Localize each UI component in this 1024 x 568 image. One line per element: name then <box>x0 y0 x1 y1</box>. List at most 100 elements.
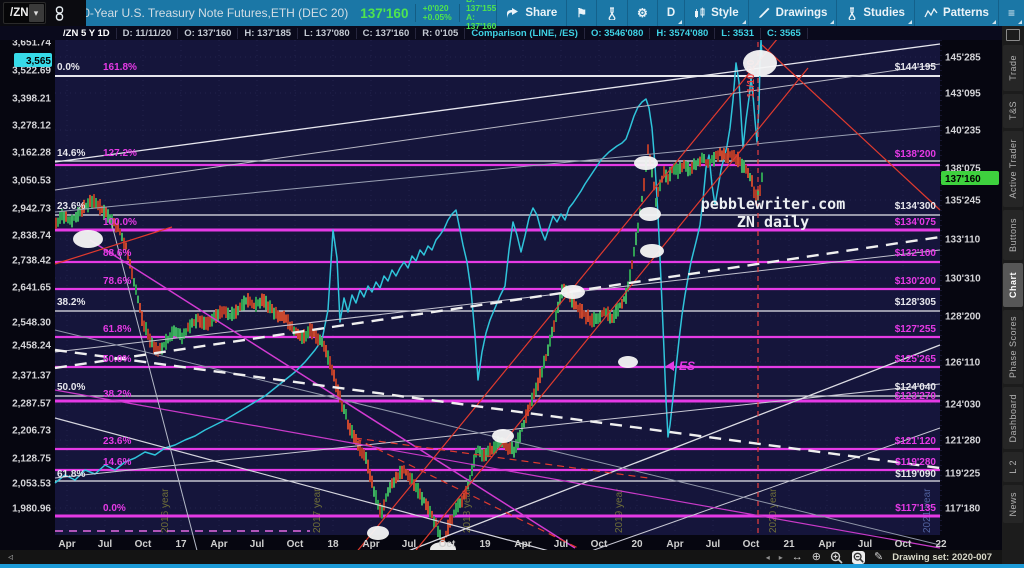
sidebar-tab-trade[interactable]: Trade <box>1003 45 1023 91</box>
price-level-label: $125'265 <box>895 354 937 365</box>
trendline-drawing[interactable] <box>390 344 941 550</box>
ellipse-annotation[interactable] <box>367 526 389 540</box>
style-button[interactable]: Style <box>684 0 748 26</box>
sidebar-tab-news[interactable]: News <box>1003 485 1023 523</box>
sidebar-tab-label: L 2 <box>1008 460 1018 474</box>
left-axis-label: 2,287.57 <box>12 399 51 410</box>
fib-pct-label: 161.8% <box>103 62 137 73</box>
studies-label: Studies <box>863 7 905 19</box>
trendline-drawing[interactable] <box>54 43 941 163</box>
sidebar-tab-active-trader[interactable]: Active Trader <box>1003 131 1023 207</box>
trendline-drawing[interactable] <box>54 63 941 191</box>
x-axis-label: Apr <box>666 539 683 550</box>
chart-canvas[interactable]: 2016 year 2017 year 2018 year 2019 year 2020… <box>0 40 1002 550</box>
price-level-label: $121'120 <box>895 436 937 447</box>
x-axis-label: Oct <box>287 539 304 550</box>
trendline-drawing[interactable] <box>54 235 941 370</box>
sidebar-tab-chart[interactable]: Chart <box>1003 263 1023 307</box>
timeframe-button[interactable]: D <box>656 0 684 26</box>
studies-button[interactable]: Studies <box>836 0 914 26</box>
trendline-drawing[interactable] <box>111 224 200 550</box>
trendline-drawing[interactable] <box>354 437 649 479</box>
beaker-icon <box>608 6 616 20</box>
event-date-label: 11/10/20 <box>746 59 757 98</box>
trendline-drawing[interactable] <box>761 44 941 211</box>
sidebar-tab-label: T&S <box>1008 101 1018 121</box>
fib-pct-label: 61.8% <box>103 324 131 335</box>
pan-icon[interactable]: ↔ <box>791 551 803 563</box>
ellipse-annotation[interactable] <box>430 542 456 550</box>
left-axis-label: 2,206.73 <box>12 426 51 437</box>
scroll-left-icon[interactable]: ◂ <box>765 553 770 562</box>
ellipse-annotation[interactable] <box>639 207 661 221</box>
sidebar-tab-buttons[interactable]: Buttons <box>1003 210 1023 260</box>
sidebar-tab-label: Active Trader <box>1008 139 1018 199</box>
trendline-drawing[interactable] <box>54 226 173 265</box>
price-level-label: $138'200 <box>895 149 937 160</box>
sidebar-tab-dashboard[interactable]: Dashboard <box>1003 387 1023 449</box>
price-level-label: $130'200 <box>895 276 937 287</box>
comparison-price-bubble <box>14 53 52 67</box>
trendline-drawing[interactable] <box>54 417 590 550</box>
zoom-in-icon[interactable] <box>830 551 843 564</box>
ohlc-item: D: 11/11/20 <box>117 27 179 39</box>
right-axis-label: 145'285 <box>945 53 981 64</box>
patterns-icon <box>924 7 938 17</box>
right-axis-label: 133'110 <box>945 235 981 246</box>
fib-pct-label: 0.0% <box>57 62 80 73</box>
es-arrow-icon[interactable] <box>666 361 674 371</box>
comparison-item: L: 3531 <box>715 27 762 39</box>
left-axis-label: 3,651.74 <box>12 40 51 49</box>
sidebar-tab-l-2[interactable]: L 2 <box>1003 452 1023 482</box>
sidebar-tab-phase-scores[interactable]: Phase Scores <box>1003 310 1023 384</box>
ellipse-annotation[interactable] <box>73 230 103 248</box>
draw-pencil-icon[interactable]: ✎ <box>873 551 884 563</box>
fib-pct-label: 50.0% <box>103 354 131 365</box>
menu-button[interactable]: ≡ <box>997 0 1024 26</box>
trendline-drawing[interactable] <box>54 348 941 470</box>
symbol-input[interactable]: /ZN ▾ <box>3 2 46 24</box>
comparison-item: O: 3546'080 <box>585 27 651 39</box>
ellipse-annotation[interactable] <box>618 356 638 368</box>
ellipse-annotation[interactable] <box>640 244 664 258</box>
bid-ask-stack: B: 137'155 A: 137'160 <box>466 0 496 31</box>
trendline-drawing[interactable] <box>54 389 941 549</box>
beaker-button[interactable] <box>596 0 627 26</box>
auto-scale-icon[interactable]: ⊕ <box>811 551 821 563</box>
right-axis-label: 124'030 <box>945 400 981 411</box>
trendline-drawing[interactable] <box>89 239 576 549</box>
drawings-button[interactable]: Drawings <box>747 0 837 26</box>
trendline-drawing[interactable] <box>408 67 809 550</box>
trendline-drawing[interactable] <box>54 125 941 213</box>
ask: A: 137'160 <box>465 12 497 31</box>
x-axis-label: Oct <box>895 539 912 550</box>
trendline-drawing[interactable] <box>560 427 941 550</box>
share-button[interactable]: Share <box>496 0 566 26</box>
link-icon[interactable] <box>54 5 65 21</box>
gadget-window-icon[interactable] <box>1006 29 1020 41</box>
left-axis-label: 2,738.42 <box>12 256 51 267</box>
flag-button[interactable]: ⚑ <box>566 0 596 26</box>
window-bottom-edge <box>0 564 1024 568</box>
scroll-right-icon[interactable]: ▸ <box>778 553 783 562</box>
sidebar-tab-label: Chart <box>1008 271 1018 298</box>
ellipse-annotation[interactable] <box>743 50 777 76</box>
zoom-out-icon[interactable] <box>851 551 865 564</box>
x-axis-label: Apr <box>514 539 531 550</box>
dropdown-corner-icon <box>741 20 746 24</box>
trendline-drawing[interactable] <box>54 249 941 353</box>
left-axis-label: 2,942.73 <box>12 204 51 215</box>
settings-button[interactable]: ⚙ <box>627 0 657 26</box>
ellipse-annotation[interactable] <box>561 285 585 299</box>
trendline-drawing[interactable] <box>354 437 579 549</box>
patterns-button[interactable]: Patterns <box>913 0 998 26</box>
sidebar-tab-t-s[interactable]: T&S <box>1003 94 1023 128</box>
ellipse-annotation[interactable] <box>634 156 658 170</box>
trendline-drawing[interactable] <box>350 40 778 550</box>
symbol-dropdown-button[interactable]: ▾ <box>28 4 44 22</box>
x-axis-label: Apr <box>210 539 227 550</box>
dropdown-corner-icon <box>991 20 996 24</box>
collapse-left-icon[interactable]: ◃ <box>8 552 14 563</box>
ellipse-annotation[interactable] <box>492 429 514 443</box>
last-price-bubble <box>941 171 999 185</box>
